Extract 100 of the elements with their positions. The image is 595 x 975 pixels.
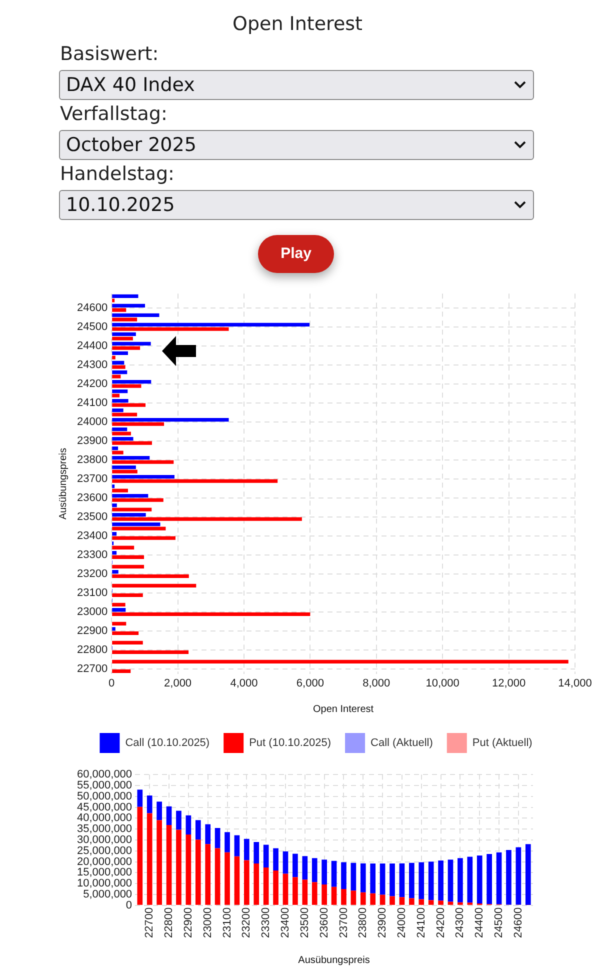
text: Open Interest: [231, 13, 364, 35]
bar: [112, 612, 310, 616]
bar: [254, 842, 260, 864]
x-tick-label: 23000: [202, 907, 214, 938]
x-tick-label: 14,000: [558, 677, 592, 690]
bar: [112, 384, 142, 388]
bar: [360, 892, 366, 905]
bar: [244, 860, 250, 905]
bar: [112, 526, 166, 530]
bar: [112, 640, 143, 644]
text: Basiswert:: [60, 43, 159, 65]
bar: [112, 627, 116, 631]
x-tick-label: 23900: [376, 907, 389, 938]
bar: [312, 858, 318, 882]
bar: [390, 896, 395, 905]
x-tick-label: 22700: [144, 907, 156, 938]
bar: [112, 450, 124, 454]
bar: [112, 403, 146, 407]
bar: [112, 380, 152, 384]
bar: [350, 890, 356, 905]
bar: [137, 806, 143, 905]
bar: [112, 593, 143, 597]
x-tick-label: 22900: [182, 907, 194, 938]
text: October 2025: [66, 134, 196, 156]
bar: [112, 456, 150, 460]
x-tick-label: 24100: [415, 907, 428, 938]
bar: [156, 820, 162, 905]
bar: [112, 508, 152, 512]
y-tick-label: 30,000,000: [76, 834, 132, 846]
bar: [112, 408, 124, 412]
bar: [205, 824, 211, 844]
bar: [112, 669, 131, 674]
y-tick-label: 23700: [76, 472, 108, 485]
x-tick-label: 24400: [474, 907, 486, 938]
bar: [156, 802, 162, 820]
bar: [282, 874, 288, 905]
bar: [399, 897, 405, 905]
y-tick-label: 15,000,000: [76, 866, 132, 879]
bar: [112, 432, 131, 436]
y-tick-label: 23900: [76, 434, 108, 447]
bar: [166, 806, 172, 825]
legend-label: Put (Aktuell): [472, 737, 532, 750]
bar: [214, 848, 220, 905]
x-tick-label: 23700: [338, 907, 350, 938]
bar: [448, 860, 454, 902]
bar: [137, 790, 143, 807]
bar: [224, 832, 230, 852]
bar: [112, 532, 117, 536]
bar: [312, 882, 318, 905]
y-tick-label: 24100: [76, 396, 108, 409]
bar: [467, 856, 473, 903]
bar: [458, 902, 463, 905]
bar: [476, 855, 482, 904]
bar: [331, 860, 337, 887]
bar: [409, 862, 414, 898]
bar: [112, 304, 146, 308]
bar: [496, 852, 502, 904]
bar: [112, 294, 138, 298]
y-tick-label: 22800: [76, 644, 108, 656]
bar: [112, 536, 176, 540]
bar: [146, 796, 152, 814]
bar: [234, 835, 240, 856]
bar: [418, 862, 424, 900]
bar: [112, 564, 144, 568]
bar: [341, 862, 346, 890]
bar: [234, 856, 240, 905]
bar: [112, 327, 229, 331]
bar: [112, 584, 196, 588]
bar: [112, 322, 310, 327]
bar: [322, 884, 327, 905]
bar: [112, 441, 152, 445]
bar: [112, 517, 302, 521]
bar: [112, 446, 118, 450]
y-tick-label: 45,000,000: [76, 801, 132, 814]
bar: [112, 622, 126, 626]
bar: [302, 856, 308, 880]
text: 10.10.2025: [66, 194, 175, 216]
bar: [438, 900, 444, 905]
bar: [112, 346, 140, 350]
bar: [112, 474, 174, 479]
bar: [186, 815, 192, 835]
y-tick-label: 23600: [76, 492, 108, 504]
y-tick-label: 22700: [76, 663, 108, 676]
bar: [370, 864, 376, 894]
bar: [428, 900, 434, 905]
bar: [195, 840, 201, 905]
y-tick-label: 23300: [76, 549, 108, 562]
bar: [273, 870, 278, 905]
bar: [112, 608, 126, 612]
bar: [263, 867, 269, 905]
bar: [112, 504, 117, 508]
bar: [112, 389, 128, 394]
bar: [399, 863, 405, 898]
bar: [390, 864, 395, 896]
x-tick-label: 6,000: [296, 677, 324, 690]
bar: [224, 852, 230, 905]
y-tick-label: 23800: [76, 454, 108, 466]
bar: [112, 351, 128, 356]
bar: [112, 551, 117, 555]
bar: [112, 370, 128, 374]
